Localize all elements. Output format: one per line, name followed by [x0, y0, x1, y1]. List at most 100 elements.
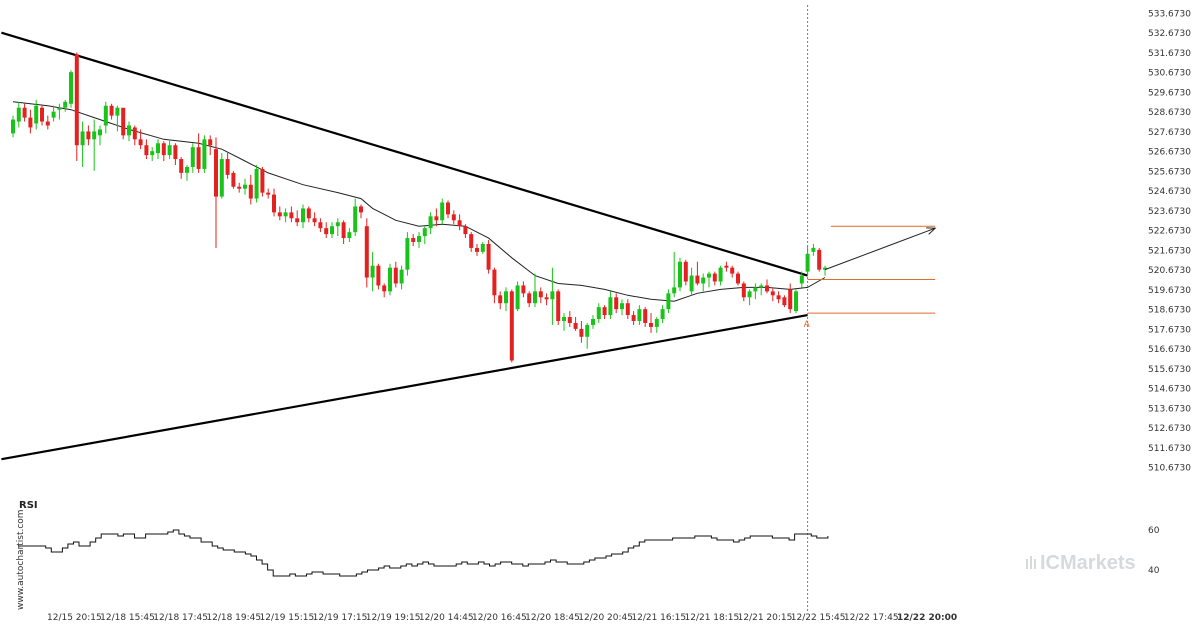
candle — [190, 143, 195, 173]
candle-body — [103, 105, 108, 126]
candle — [596, 303, 601, 323]
candle — [562, 313, 566, 331]
candle — [498, 291, 503, 310]
price-tick-label: 512.6730 — [1148, 424, 1191, 434]
candle-body — [324, 228, 329, 235]
candle-body — [591, 319, 595, 325]
candle-body — [666, 293, 671, 310]
candle — [11, 115, 15, 138]
rsi-line — [18, 529, 829, 577]
candle-body — [753, 287, 758, 292]
time-tick-label: 12/18 15:45 — [100, 613, 155, 623]
candle-body — [515, 285, 520, 310]
candle-body — [736, 273, 740, 284]
candle-body — [74, 54, 79, 146]
candle-body — [625, 303, 630, 316]
candle — [156, 139, 160, 160]
candle-body — [219, 159, 224, 197]
candle — [364, 218, 369, 288]
lower-trendline — [1, 313, 808, 461]
price-tick-label: 515.6730 — [1148, 365, 1191, 375]
candle — [620, 299, 624, 316]
candle-body — [747, 291, 752, 298]
candle-body — [277, 212, 282, 217]
candle — [161, 141, 166, 162]
rsi-tick-label: 60 — [1148, 526, 1160, 536]
candle — [219, 153, 224, 199]
candle-body — [179, 159, 184, 173]
price-tick-label: 527.6730 — [1148, 128, 1191, 138]
candle — [260, 166, 265, 197]
candle-body — [57, 107, 62, 110]
candle — [741, 281, 746, 302]
time-tick-label: 12/22 15:45 — [791, 613, 846, 623]
candle-body — [376, 265, 381, 286]
time-tick-label: 12/20 18:45 — [525, 613, 580, 623]
brand-name: ICMarkets — [1040, 552, 1136, 574]
time-tick-label: 12/20 14:45 — [419, 613, 474, 623]
price-tick-label: 524.6730 — [1148, 187, 1191, 197]
candle-body — [799, 275, 804, 284]
candle — [625, 299, 630, 320]
candle-body — [509, 291, 514, 361]
candle — [34, 99, 39, 130]
candle-body — [347, 232, 352, 239]
candle — [103, 101, 108, 134]
candle-body — [115, 107, 120, 116]
candle — [631, 311, 636, 325]
candle — [312, 212, 317, 227]
candle — [718, 265, 723, 286]
candle-body — [672, 287, 677, 294]
candle — [138, 129, 143, 150]
candle-body — [504, 291, 508, 304]
candle — [695, 261, 700, 286]
candle-body — [562, 317, 566, 321]
candle-body — [730, 267, 735, 274]
candle-body — [538, 291, 543, 298]
price-tick-label: 532.6730 — [1148, 29, 1191, 39]
time-tick-label: 12/18 17:45 — [153, 613, 208, 623]
candle-body — [353, 206, 358, 233]
candle — [277, 206, 282, 221]
candle-body — [440, 202, 445, 221]
candle-body — [167, 145, 172, 156]
candle — [376, 263, 381, 290]
candle — [295, 210, 300, 227]
candle-body — [260, 168, 265, 193]
candle — [283, 208, 288, 223]
candle — [794, 289, 798, 314]
candle — [823, 265, 827, 276]
candle — [730, 265, 735, 278]
candle-body — [22, 107, 27, 118]
candle — [544, 293, 549, 306]
candle-body — [80, 131, 85, 146]
candle-body — [678, 261, 682, 288]
price-tick-label: 523.6730 — [1148, 207, 1191, 217]
candle — [45, 115, 50, 130]
candle — [127, 121, 131, 142]
candle — [382, 283, 387, 298]
candle — [411, 234, 416, 246]
candle — [649, 313, 653, 333]
candle-body — [498, 295, 503, 304]
candle — [776, 291, 781, 304]
candle — [318, 218, 323, 233]
candle-body — [341, 222, 346, 239]
price-tick-label: 510.6730 — [1148, 464, 1191, 474]
candle — [92, 119, 97, 171]
candle — [736, 271, 740, 286]
candle — [266, 188, 271, 199]
candle-body — [712, 273, 717, 282]
candlestick-series — [11, 52, 827, 363]
price-tick-label: 521.6730 — [1148, 246, 1191, 256]
candle-body — [335, 222, 340, 227]
candle — [538, 287, 543, 304]
candle — [98, 125, 102, 146]
candle-body — [782, 297, 787, 306]
candle-body — [463, 226, 468, 235]
candle — [765, 279, 769, 294]
candle — [202, 135, 207, 173]
candle — [22, 103, 27, 122]
candle — [57, 103, 62, 120]
